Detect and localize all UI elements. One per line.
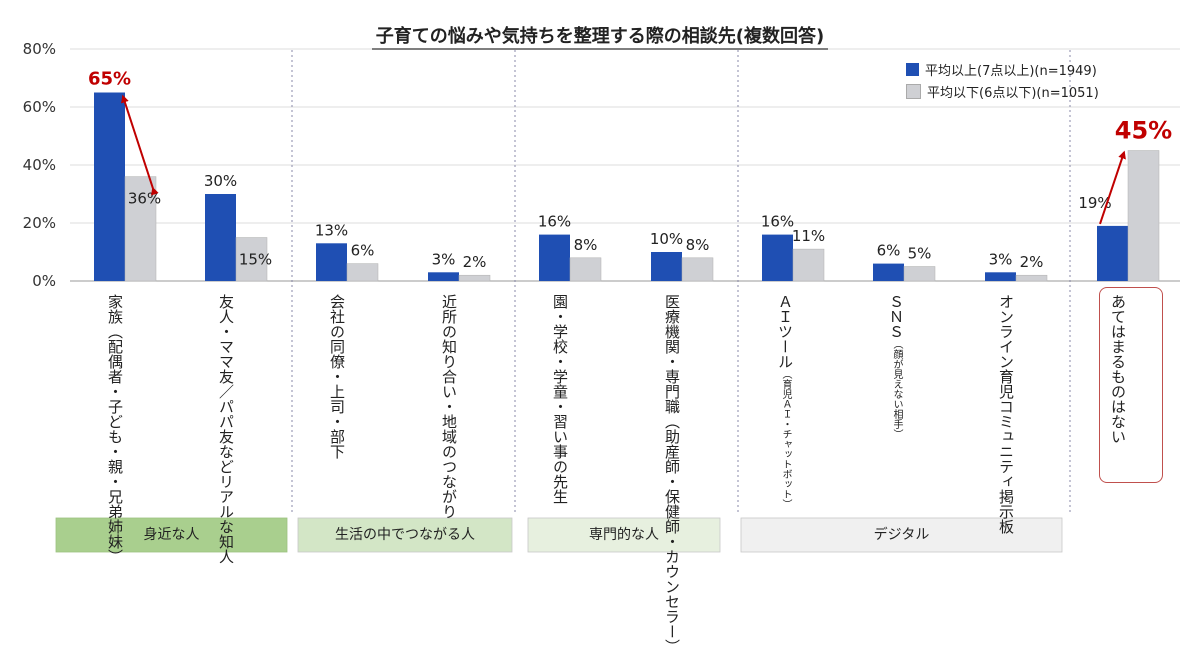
- bar-below: [681, 257, 714, 282]
- data-label: 19%: [1078, 194, 1111, 212]
- legend-item-above: 平均以上(7点以上)(n=1949): [906, 58, 1099, 80]
- category-label: オンライン育児コミュニティ掲示板: [996, 294, 1016, 534]
- bar-below: [903, 266, 936, 282]
- group-label: 生活の中でつながる人: [335, 527, 475, 543]
- data-label: 45%: [1115, 117, 1172, 145]
- group-band: [55, 517, 288, 553]
- category-main-text: 医療機関・専門職（助産師・保健師・カウンセラー）: [663, 294, 681, 654]
- category-main-text: オンライン育児コミュニティ掲示板: [997, 294, 1015, 534]
- bar-above: [316, 243, 347, 281]
- data-label: 65%: [88, 69, 131, 90]
- category-label: 会社の同僚・上司・部下: [327, 294, 347, 512]
- data-label: 30%: [204, 172, 237, 190]
- legend-label-below: 平均以下(6点以下)(n=1051): [927, 85, 1099, 101]
- legend: 平均以上(7点以上)(n=1949) 平均以下(6点以下)(n=1051): [906, 58, 1099, 102]
- category-main-text: 会社の同僚・上司・部下: [328, 294, 346, 459]
- data-label: 3%: [989, 250, 1013, 268]
- category-main-text: あてはまるものはない: [1109, 294, 1127, 444]
- data-label: 8%: [574, 236, 598, 254]
- bar-above: [1097, 225, 1128, 281]
- bar-above: [873, 263, 904, 281]
- data-label: 16%: [538, 213, 571, 231]
- category-sub-text: （顔が見えない相手）: [891, 339, 902, 439]
- group-band: [527, 517, 721, 553]
- highlight-arrow: [121, 94, 159, 196]
- data-label: 6%: [877, 242, 901, 260]
- legend-swatch-above: [906, 62, 919, 76]
- data-label: 6%: [351, 242, 375, 260]
- category-label: あてはまるものはない: [1108, 294, 1128, 512]
- data-label: 15%: [239, 251, 272, 269]
- bar-below: [792, 248, 825, 282]
- category-label: 友人・ママ友／パパ友などリアルな知人: [216, 294, 236, 564]
- category-label: ＳＮＳ（顔が見えない相手）: [886, 294, 906, 512]
- category-label: 近所の知り合い・地域のつながり: [439, 294, 459, 519]
- category-label: 園・学校・学童・習い事の先生: [550, 294, 570, 512]
- data-label: 5%: [908, 245, 932, 263]
- bar-below: [235, 237, 268, 282]
- bar-chart: 0% 20% 40% 60% 80% 65% 30% 13% 3% 16% 10% 16% 6% 3% 19…: [23, 40, 1180, 553]
- data-label: 2%: [1020, 253, 1044, 271]
- group-label: 専門的な人: [589, 527, 659, 543]
- bar-above: [539, 234, 570, 281]
- data-label: 10%: [650, 230, 683, 248]
- chart-title: 子育ての悩みや気持ちを整理する際の相談先(複数回答): [0, 22, 1200, 50]
- group-label: デジタル: [873, 527, 930, 543]
- y-tick-label: 80%: [23, 40, 56, 58]
- legend-swatch-below: [906, 83, 921, 99]
- data-label: 13%: [315, 221, 348, 239]
- data-label: 16%: [761, 213, 794, 231]
- data-label: 2%: [463, 253, 487, 271]
- group-label: 身近な人: [143, 527, 200, 543]
- y-tick-label: 20%: [23, 214, 56, 232]
- bar-below: [1015, 274, 1048, 282]
- bar-above: [205, 194, 236, 281]
- bar-below: [346, 263, 379, 282]
- data-label: 3%: [432, 250, 456, 268]
- category-main-text: ＳＮＳ: [887, 294, 905, 339]
- category-main-text: 園・学校・学童・習い事の先生: [551, 294, 569, 504]
- bar-above: [985, 272, 1016, 281]
- bar-below: [458, 274, 491, 282]
- category-main-text: 近所の知り合い・地域のつながり: [440, 294, 458, 519]
- bar-above: [94, 92, 125, 281]
- category-main-text: 家族（配偶者・子ども・親・兄弟姉妹）: [106, 294, 124, 564]
- highlight-arrow: [1099, 150, 1126, 225]
- data-label: 8%: [686, 236, 710, 254]
- data-label: 11%: [792, 227, 825, 245]
- category-main-text: ＡＩツール: [776, 294, 794, 369]
- legend-label-above: 平均以上(7点以上)(n=1949): [925, 63, 1097, 79]
- bar-below: [1127, 150, 1160, 282]
- category-sub-text: （育児ＡＩ・チャットボット）: [780, 369, 791, 509]
- category-label: ＡＩツール（育児ＡＩ・チャットボット）: [775, 294, 795, 512]
- data-label: 36%: [128, 190, 161, 208]
- highlight-box: [1099, 287, 1163, 483]
- bar-above: [762, 234, 793, 281]
- group-band: [740, 517, 1063, 553]
- bar-above: [651, 252, 682, 281]
- bar-below: [569, 257, 602, 282]
- legend-item-below: 平均以下(6点以下)(n=1051): [906, 80, 1099, 102]
- bar-above: [428, 272, 459, 281]
- y-tick-label: 60%: [23, 98, 56, 116]
- y-tick-label: 40%: [23, 156, 56, 174]
- category-label: 家族（配偶者・子ども・親・兄弟姉妹）: [105, 294, 125, 564]
- y-tick-label: 0%: [32, 272, 56, 290]
- category-main-text: 友人・ママ友／パパ友などリアルな知人: [217, 294, 235, 564]
- group-band: [297, 517, 513, 553]
- category-label: 医療機関・専門職（助産師・保健師・カウンセラー）: [662, 294, 682, 654]
